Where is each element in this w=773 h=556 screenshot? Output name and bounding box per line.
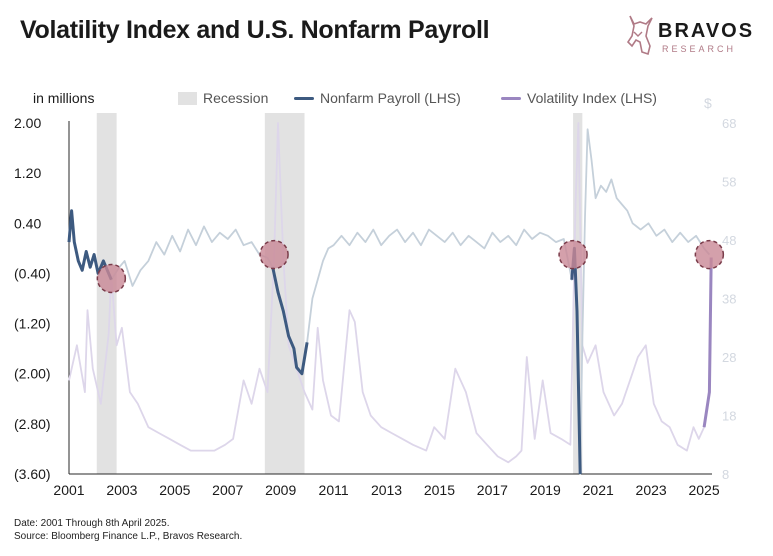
bravos-logo: BRAVOS RESEARCH [622, 12, 752, 62]
x-tick-label: 2013 [371, 482, 402, 498]
y-right-tick-label: 38 [722, 292, 736, 307]
y-left-tick-label: (0.40) [14, 265, 51, 281]
y-right-tick-label: 48 [722, 233, 736, 248]
nfp-highlight-segment-0 [67, 209, 113, 281]
brand-name: BRAVOS [658, 20, 755, 42]
event-marker-1 [259, 239, 289, 270]
legend-vix: Volatility Index (LHS) [501, 89, 657, 107]
bull-icon [626, 15, 653, 56]
event-marker-3 [694, 239, 725, 270]
x-tick-label: 2009 [265, 482, 296, 498]
x-tick-label: 2017 [477, 482, 508, 498]
y-right-tick-label: 58 [722, 175, 736, 190]
y-right-tick-label: 8 [722, 467, 729, 482]
x-tick-label: 2025 [688, 482, 719, 498]
vix-series-line [68, 122, 713, 464]
x-tick-label: 2011 [319, 482, 349, 498]
right-axis-unit: $ [704, 95, 712, 111]
y-left-tick-label: 0.40 [14, 215, 41, 231]
legend-recession: Recession [178, 89, 268, 107]
brand-sub: RESEARCH [662, 44, 737, 54]
chart-title: Volatility Index and U.S. Nonfarm Payrol… [20, 16, 490, 44]
x-tick-label: 2019 [530, 482, 561, 498]
y-right-tick-label: 68 [722, 116, 736, 131]
legend-nfp-label: Nonfarm Payroll (LHS) [320, 90, 461, 106]
legend-nfp: Nonfarm Payroll (LHS) [294, 89, 461, 107]
footnote-source: Source: Bloomberg Finance L.P., Bravos R… [14, 531, 243, 542]
y-left-tick-label: 1.20 [14, 165, 41, 181]
y-left-tick-label: 2.00 [14, 115, 41, 131]
nfp-highlight-segment-1 [271, 266, 309, 376]
y-left-tick-label: (2.00) [14, 366, 51, 382]
vix-highlight-segment [702, 257, 713, 428]
legend-vix-label: Volatility Index (LHS) [527, 90, 657, 106]
legend-nfp-swatch [294, 96, 314, 100]
y-left-tick-label: (3.60) [14, 466, 51, 482]
x-tick-label: 2003 [106, 482, 137, 498]
legend-recession-swatch [178, 91, 197, 105]
recession-band-0 [96, 113, 117, 474]
x-tick-label: 2021 [583, 482, 614, 498]
footnote-date: Date: 2001 Through 8th April 2025. [14, 518, 170, 529]
x-tick-label: 2015 [424, 482, 455, 498]
event-marker-2 [558, 239, 588, 270]
left-axis-unit: in millions [33, 90, 95, 106]
legend-vix-swatch [501, 96, 521, 100]
x-tick-label: 2005 [159, 482, 190, 498]
y-right-tick-label: 18 [722, 409, 736, 424]
y-right-tick-label: 28 [722, 350, 736, 365]
x-tick-label: 2001 [53, 482, 84, 498]
y-left-tick-label: (2.80) [14, 416, 51, 432]
nfp-series-line [68, 128, 711, 475]
x-tick-label: 2023 [636, 482, 667, 498]
x-tick-label: 2007 [212, 482, 243, 498]
legend-recession-label: Recession [203, 90, 269, 106]
event-marker-0 [96, 263, 127, 294]
y-left-tick-label: (1.20) [14, 316, 51, 332]
